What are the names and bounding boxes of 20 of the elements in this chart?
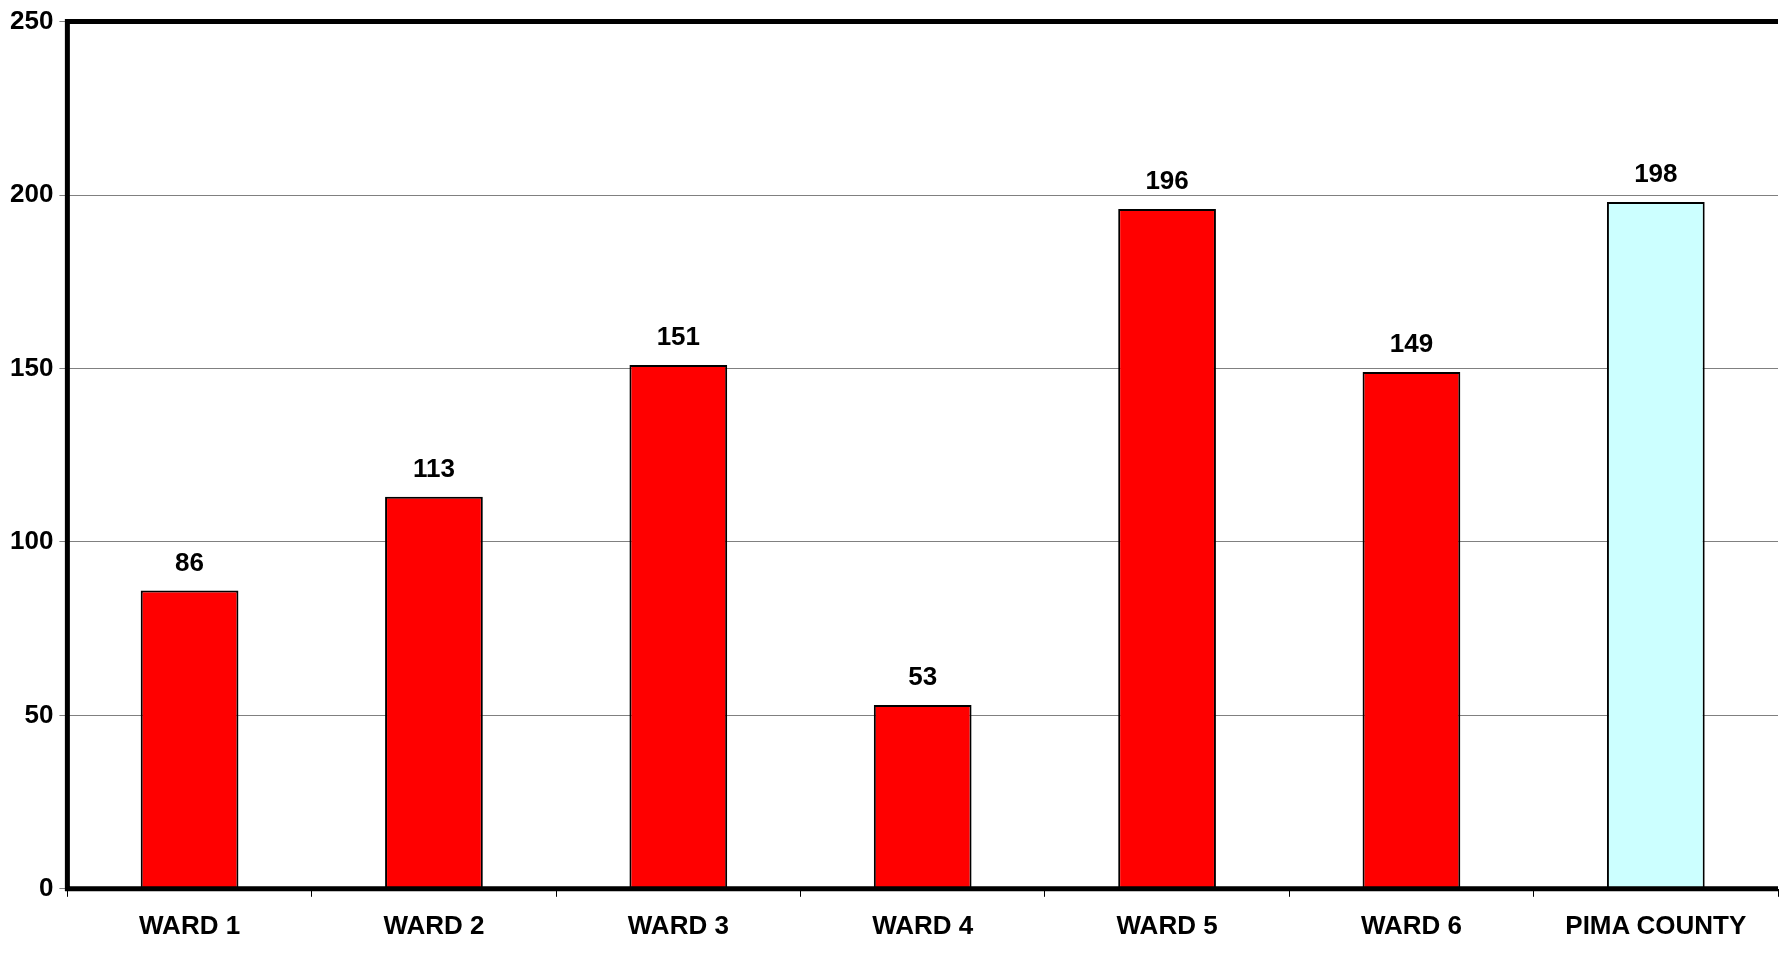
y-tick-label: 200 [9, 178, 54, 209]
data-label: 86 [175, 546, 205, 577]
data-label: 53 [908, 661, 938, 692]
x-tick-label: WARD 4 [872, 909, 974, 940]
y-tick-label: 50 [24, 698, 54, 729]
y-tick-label: 250 [9, 4, 54, 35]
data-label: 149 [1389, 328, 1434, 359]
data-label: 196 [1145, 165, 1189, 196]
y-tick-label: 100 [9, 525, 54, 556]
x-tick-label: WARD 1 [139, 909, 241, 940]
x-tick-label: WARD 2 [383, 909, 485, 940]
y-tick-label: 150 [9, 351, 54, 382]
data-label: 198 [1634, 158, 1678, 189]
data-label: 113 [412, 453, 455, 483]
x-tick-label: WARD 6 [1360, 909, 1462, 940]
x-tick-label: WARD 5 [1116, 909, 1218, 940]
x-tick-label: WARD 3 [627, 909, 729, 940]
data-label: 151 [656, 321, 701, 352]
x-tick-label: PIMA COUNTY [1565, 909, 1747, 940]
y-tick-label: 0 [38, 871, 54, 902]
